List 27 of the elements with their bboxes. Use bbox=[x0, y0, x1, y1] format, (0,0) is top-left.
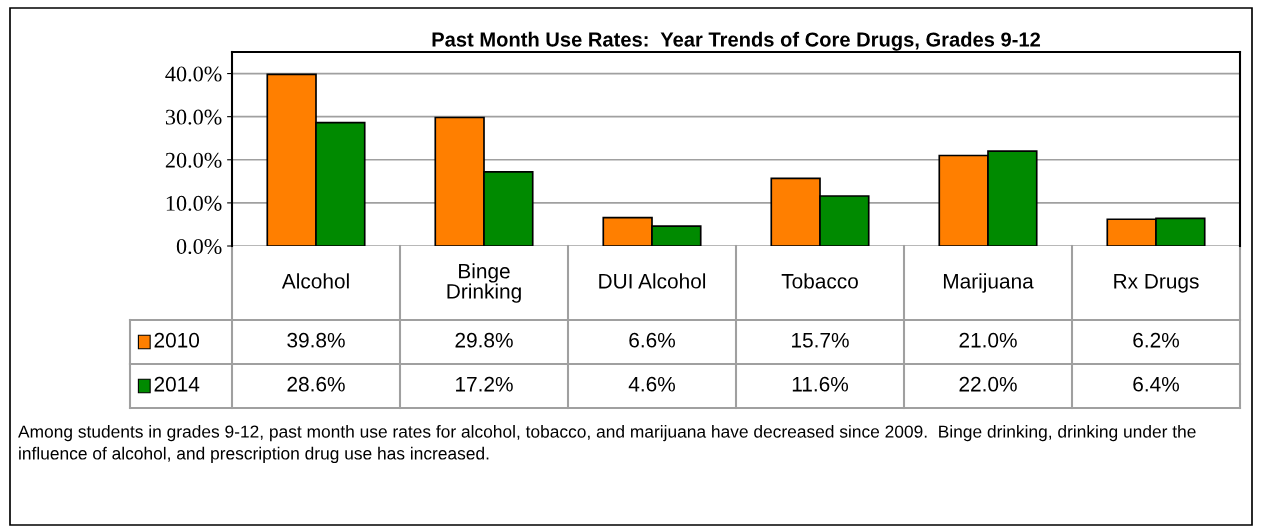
data-label: 39.8% bbox=[287, 332, 345, 348]
data-label: 6.6% bbox=[629, 332, 675, 348]
data-label: 17.2% bbox=[456, 376, 513, 392]
data-label: 29.8% bbox=[455, 332, 513, 348]
text: Among students in grades 9-12, past month use rates for alcohol, tobacco, and marijuana have decreased since 2009. Binge drinking, drinking under the influence of alcohol, and prescription drug use has increased. bbox=[18, 425, 1196, 464]
x-tick-label: Alcohol bbox=[281, 273, 349, 289]
y-tick-label: 0.0% bbox=[176, 238, 222, 255]
data-label: 4.6% bbox=[628, 376, 675, 392]
chart-title: Past Month Use Rates: Year Trends of Core Drugs, Grades 9-12 bbox=[432, 31, 1041, 51]
data-label: 6.2% bbox=[1133, 332, 1179, 348]
x-tick-label: DUI Alcohol bbox=[599, 273, 706, 289]
data-label: 11.6% bbox=[792, 376, 849, 392]
x-tick-label: Rx Drugs bbox=[1114, 274, 1199, 293]
x-tick-label: Marijuana bbox=[943, 273, 1034, 293]
x-tick-label: Binge Drinking bbox=[447, 263, 521, 303]
y-tick-label: 30.0% bbox=[165, 109, 222, 125]
data-label: 21.0% bbox=[959, 332, 1017, 348]
y-tick-label: 40.0% bbox=[165, 66, 222, 82]
data-label: 22.0% bbox=[959, 376, 1017, 392]
data-label: 6.4% bbox=[1133, 376, 1179, 392]
data-label: 28.6% bbox=[287, 376, 345, 392]
x-tick-label: Tobacco bbox=[781, 273, 858, 289]
y-tick-label: 10.0% bbox=[166, 195, 222, 211]
legend-label: 2010 bbox=[154, 332, 200, 348]
y-tick-label: 20.0% bbox=[165, 152, 222, 168]
data-label: 15.7% bbox=[792, 332, 849, 348]
legend-label: 2014 bbox=[154, 376, 200, 392]
